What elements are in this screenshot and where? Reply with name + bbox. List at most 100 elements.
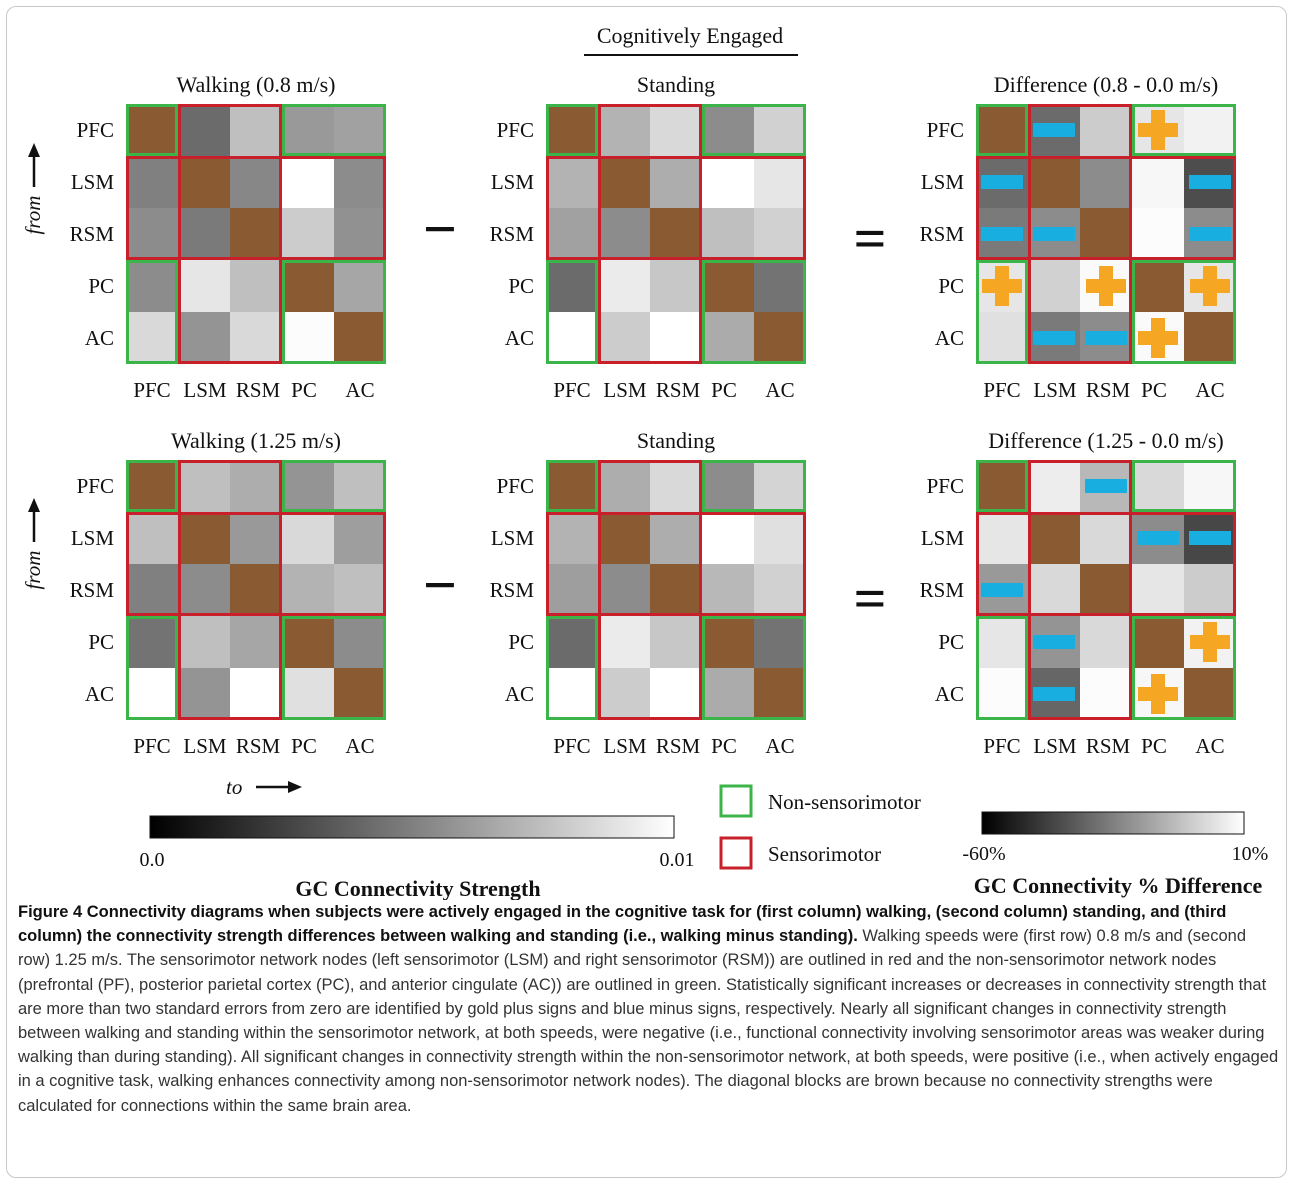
column-label: PFC bbox=[133, 734, 170, 758]
difference-title: GC Connectivity % Difference bbox=[974, 873, 1263, 898]
plus-marker bbox=[982, 266, 1022, 306]
matrix-cell bbox=[178, 616, 230, 668]
diagonal-cell bbox=[334, 668, 386, 720]
matrix-cell bbox=[334, 512, 386, 564]
column-label: PFC bbox=[983, 734, 1020, 758]
column-label: PC bbox=[1141, 378, 1167, 402]
matrix-cell bbox=[334, 564, 386, 616]
section-title: Cognitively Engaged bbox=[597, 23, 783, 48]
sensorimotor-outline bbox=[598, 104, 702, 364]
matrix-cell bbox=[334, 156, 386, 208]
matrix-cell bbox=[754, 260, 806, 312]
row-label: PC bbox=[938, 274, 964, 298]
matrix-cell bbox=[230, 312, 282, 364]
diagonal-cell bbox=[1184, 668, 1236, 720]
column-label: AC bbox=[345, 378, 374, 402]
matrix-cell bbox=[126, 512, 178, 564]
difference-max-label: 10% bbox=[1232, 843, 1269, 865]
matrix-cell bbox=[230, 668, 282, 720]
matrix-cell bbox=[1132, 156, 1184, 208]
plus-marker bbox=[1190, 622, 1230, 662]
diagonal-cell bbox=[1132, 260, 1184, 312]
diagonal-cell bbox=[1184, 312, 1236, 364]
row-label: PFC bbox=[927, 474, 964, 498]
matrix-cell bbox=[598, 260, 650, 312]
matrix-cell bbox=[754, 104, 806, 156]
matrix-cell bbox=[650, 156, 702, 208]
matrix-cell bbox=[702, 512, 754, 564]
column-label: RSM bbox=[656, 378, 701, 402]
diagonal-cell bbox=[598, 156, 650, 208]
matrix-cell bbox=[650, 616, 702, 668]
connectivity-figure: Cognitively Engaged − − = = from from to 0.0 0.01… bbox=[21, 23, 1269, 900]
panel-walk-125: Walking (1.25 m/s) PFC LSM RSM PC AC PFC LSM RSM… bbox=[70, 428, 386, 758]
matrix-cell bbox=[546, 156, 598, 208]
matrix-cell bbox=[230, 260, 282, 312]
matrix-cell bbox=[1132, 208, 1184, 260]
matrix-cell bbox=[754, 460, 806, 512]
matrix-cell bbox=[702, 312, 754, 364]
matrix-cell bbox=[178, 104, 230, 156]
matrix-cell bbox=[546, 564, 598, 616]
row-label: PFC bbox=[77, 474, 114, 498]
diagonal-cell bbox=[126, 104, 178, 156]
column-label: PC bbox=[711, 378, 737, 402]
matrix-cell bbox=[282, 512, 334, 564]
row-label: PC bbox=[938, 630, 964, 654]
matrix-cell bbox=[650, 668, 702, 720]
matrix-cell bbox=[1132, 564, 1184, 616]
row-label: LSM bbox=[71, 526, 115, 550]
matrix-cell bbox=[126, 260, 178, 312]
from-label-text: from bbox=[21, 551, 45, 590]
minus-marker bbox=[981, 175, 1023, 189]
matrix-cell bbox=[754, 564, 806, 616]
diagonal-cell bbox=[1080, 208, 1132, 260]
matrix-cell bbox=[126, 616, 178, 668]
row-label: PFC bbox=[927, 118, 964, 142]
column-label: PFC bbox=[133, 378, 170, 402]
matrix-cell bbox=[546, 208, 598, 260]
strength-gradient bbox=[149, 815, 675, 839]
matrix-cell bbox=[1028, 260, 1080, 312]
matrix-cell bbox=[178, 260, 230, 312]
equals-operator: = bbox=[853, 566, 886, 631]
matrix-cell bbox=[126, 312, 178, 364]
plus-marker bbox=[1138, 110, 1178, 150]
plus-marker-horizontal bbox=[1138, 331, 1178, 345]
sensorimotor-outline bbox=[546, 512, 806, 616]
row-label: LSM bbox=[921, 170, 965, 194]
non-sensorimotor-outline bbox=[976, 260, 1028, 364]
column-label: PFC bbox=[553, 378, 590, 402]
row-label: PFC bbox=[497, 118, 534, 142]
strength-max-label: 0.01 bbox=[660, 849, 695, 871]
matrix-cell bbox=[178, 668, 230, 720]
panel-stand-125: Standing PFC LSM RSM PC AC PFC LSM RSM PC AC bbox=[490, 428, 806, 758]
row-label: AC bbox=[935, 326, 964, 350]
matrix-cell bbox=[230, 512, 282, 564]
plus-marker bbox=[1138, 674, 1178, 714]
matrix-cell bbox=[1080, 616, 1132, 668]
column-label: PC bbox=[291, 734, 317, 758]
minus-operator: − bbox=[423, 552, 457, 618]
non-sensorimotor-outline bbox=[702, 460, 806, 512]
matrix-cell bbox=[976, 312, 1028, 364]
non-sensorimotor-outline bbox=[976, 104, 1028, 156]
column-label: PC bbox=[291, 378, 317, 402]
sensorimotor-outline bbox=[976, 156, 1236, 260]
diagonal-cell bbox=[282, 616, 334, 668]
figure-caption: Figure 4 Connectivity diagrams when subj… bbox=[18, 900, 1280, 1118]
matrix-cell bbox=[650, 260, 702, 312]
non-sensorimotor-outline bbox=[546, 460, 598, 512]
matrix-cell bbox=[650, 104, 702, 156]
panel-title: Difference (0.8 - 0.0 m/s) bbox=[994, 72, 1218, 97]
sensorimotor-outline bbox=[178, 104, 282, 364]
matrix-cell bbox=[976, 512, 1028, 564]
minus-marker bbox=[981, 583, 1023, 597]
outline-legend-swatch bbox=[719, 784, 753, 818]
matrix-cell bbox=[754, 616, 806, 668]
matrix-cell bbox=[1028, 460, 1080, 512]
strength-title: GC Connectivity Strength bbox=[295, 876, 540, 900]
row-label: PC bbox=[88, 630, 114, 654]
non-sensorimotor-outline bbox=[126, 104, 178, 156]
column-label: LSM bbox=[183, 378, 227, 402]
